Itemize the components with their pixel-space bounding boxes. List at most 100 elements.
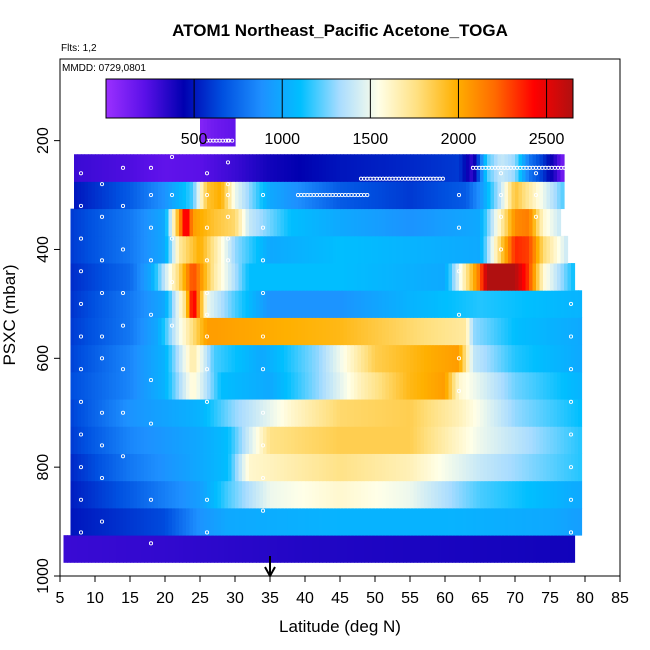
heatmap-cell	[553, 181, 558, 210]
heatmap-cell	[525, 480, 530, 509]
heatmap-cell	[231, 453, 236, 482]
heatmap-cell	[256, 399, 261, 427]
heatmap-cell	[116, 235, 121, 264]
heatmap-cell	[494, 344, 499, 373]
heatmap-cell	[350, 154, 355, 182]
heatmap-cell	[567, 263, 572, 291]
heatmap-cell	[448, 235, 453, 264]
heatmap-cell	[550, 507, 555, 536]
heatmap-cell	[518, 235, 523, 264]
heatmap-cell	[424, 344, 429, 373]
heatmap-cell	[116, 181, 121, 210]
heatmap-cell	[518, 480, 523, 509]
heatmap-cell	[336, 208, 341, 237]
heatmap-cell	[112, 371, 117, 400]
heatmap-cell	[361, 290, 366, 318]
heatmap-cell	[375, 154, 380, 182]
heatmap-cell	[438, 154, 443, 182]
heatmap-cell	[553, 426, 558, 454]
heatmap-cell	[168, 453, 173, 482]
heatmap-cell	[480, 480, 485, 509]
heatmap-cell	[91, 535, 96, 563]
sample-marker	[120, 367, 126, 372]
heatmap-cell	[273, 154, 278, 182]
heatmap-cell	[480, 371, 485, 400]
heatmap-cell	[427, 181, 432, 210]
heatmap-cell	[168, 235, 173, 264]
heatmap-cell	[427, 317, 432, 346]
heatmap-cell	[487, 453, 492, 482]
heatmap-cell	[165, 263, 170, 291]
heatmap-cell	[473, 453, 478, 482]
heatmap-cell	[238, 371, 243, 400]
heatmap-cell	[417, 181, 422, 210]
sample-marker	[78, 530, 84, 535]
heatmap-cell	[144, 208, 149, 237]
heatmap-cell	[126, 371, 131, 400]
heatmap-cell	[207, 317, 212, 346]
heatmap-cell	[175, 344, 180, 373]
heatmap-cell	[273, 317, 278, 346]
heatmap-cell	[88, 453, 93, 482]
heatmap-cell	[242, 344, 247, 373]
heatmap-cell	[396, 480, 401, 509]
heatmap-cell	[280, 208, 285, 237]
heatmap-cell	[221, 453, 226, 482]
heatmap-cell	[252, 535, 257, 563]
heatmap-cell	[298, 535, 303, 563]
heatmap-cell	[403, 344, 408, 373]
heatmap-cell	[564, 507, 569, 536]
heatmap-cell	[515, 453, 520, 482]
heatmap-cell	[193, 235, 198, 264]
heatmap-cell	[560, 181, 565, 210]
heatmap-cell	[399, 453, 404, 482]
heatmap-cell	[525, 426, 530, 454]
heatmap-cell	[154, 317, 159, 346]
heatmap-cell	[532, 453, 537, 482]
heatmap-cell	[525, 399, 530, 427]
sample-marker	[225, 192, 231, 198]
y-tick-label: 200	[35, 127, 52, 154]
heatmap-cell	[158, 344, 163, 373]
heatmap-cell	[158, 426, 163, 454]
heatmap-cell	[256, 480, 261, 509]
heatmap-cell	[434, 453, 439, 482]
heatmap-cell	[357, 453, 362, 482]
heatmap-cell	[315, 263, 320, 291]
heatmap-cell	[406, 507, 411, 536]
heatmap-cell	[354, 317, 359, 346]
heatmap-cell	[151, 235, 156, 264]
heatmap-cell	[417, 290, 422, 318]
heatmap-cell	[88, 426, 93, 454]
sample-marker	[148, 497, 154, 502]
heatmap-cell	[154, 344, 159, 373]
heatmap-cell	[119, 480, 124, 509]
heatmap-cell	[207, 113, 212, 147]
heatmap-cell	[522, 371, 527, 400]
heatmap-cell	[291, 290, 296, 318]
heatmap-cell	[161, 399, 166, 427]
heatmap-cell	[550, 371, 555, 400]
heatmap-cell	[508, 181, 513, 210]
heatmap-cell	[354, 480, 359, 509]
heatmap-cell	[452, 235, 457, 264]
heatmap-cell	[543, 426, 548, 454]
heatmap-cell	[91, 263, 96, 291]
heatmap-cell	[238, 235, 243, 264]
heatmap-cell	[420, 208, 425, 237]
heatmap-cell	[280, 507, 285, 536]
heatmap-cell	[109, 181, 114, 210]
heatmap-cell	[168, 317, 173, 346]
heatmap-cell	[95, 235, 100, 264]
heatmap-cell	[130, 208, 135, 237]
heatmap-cell	[525, 290, 530, 318]
heatmap-cell	[357, 317, 362, 346]
x-axis-label: Latitude (deg N)	[279, 617, 401, 636]
heatmap-cell	[350, 181, 355, 210]
heatmap-cell	[172, 317, 177, 346]
heatmap-cell	[399, 507, 404, 536]
heatmap-cell	[494, 263, 499, 291]
heatmap-cell	[322, 453, 327, 482]
heatmap-cell	[403, 480, 408, 509]
heatmap-cell	[378, 290, 383, 318]
